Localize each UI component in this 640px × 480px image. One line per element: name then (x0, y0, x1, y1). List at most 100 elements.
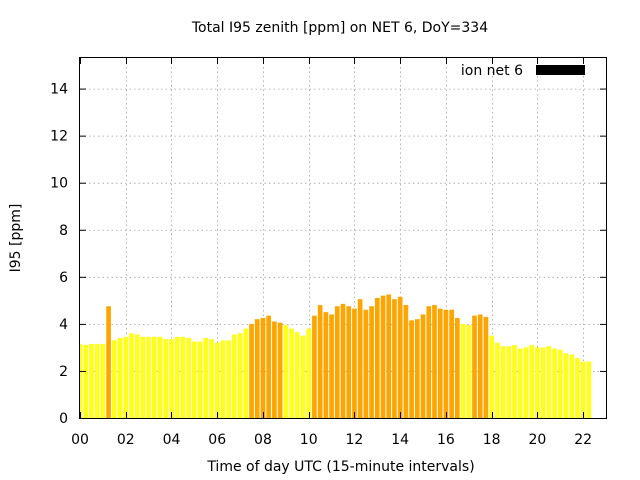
bar (123, 336, 129, 418)
plot-frame (79, 57, 607, 419)
y-tick-labels: 0 2 4 6 8 10 12 14 (50, 82, 68, 427)
bar (294, 332, 300, 418)
bar (80, 343, 83, 418)
bar (563, 353, 569, 418)
bar (100, 343, 106, 418)
x-tick-label: 04 (163, 432, 181, 448)
x-tick-label: 22 (574, 432, 592, 448)
bar (129, 333, 134, 418)
bar (283, 325, 289, 418)
x-tick-label: 12 (346, 432, 364, 448)
bar (89, 343, 94, 418)
bar (569, 354, 575, 418)
bar (432, 305, 437, 418)
bar (186, 338, 191, 418)
legend: ion net 6 (461, 63, 585, 79)
x-tick-label: 18 (483, 432, 501, 448)
bar (306, 328, 312, 418)
x-tick-labels: 00 02 04 06 08 10 12 14 16 18 20 22 (71, 432, 592, 448)
y-tick-label: 10 (50, 176, 68, 192)
x-tick-label: 20 (528, 432, 546, 448)
bar (443, 309, 449, 418)
bar (163, 339, 169, 418)
bar (529, 345, 535, 418)
bar (380, 295, 386, 418)
y-tick-label: 6 (59, 270, 68, 286)
grid (80, 58, 606, 418)
y-tick-label: 2 (59, 364, 68, 380)
x-tick-label: 00 (71, 432, 89, 448)
y-tick-label: 0 (59, 411, 68, 427)
bar (329, 314, 334, 418)
bar (323, 312, 329, 418)
bar (500, 346, 506, 418)
x-axis-label: Time of day UTC (15-minute intervals) (206, 459, 474, 475)
bar (111, 340, 117, 418)
bar (437, 308, 443, 418)
bar (209, 339, 214, 418)
chart-title: Total I95 zenith [ppm] on NET 6, DoY=334 (191, 20, 488, 36)
bar (540, 347, 546, 418)
bar (575, 358, 580, 418)
bar (483, 316, 489, 418)
y-tick-label: 8 (59, 223, 68, 239)
bar (414, 319, 420, 418)
bar (180, 336, 186, 418)
x-tick-label: 08 (254, 432, 272, 448)
bar (232, 334, 237, 418)
bar (106, 306, 111, 418)
bar (243, 328, 249, 418)
bar (312, 315, 317, 418)
bar (420, 314, 426, 418)
bar (363, 309, 369, 418)
bar (386, 294, 392, 418)
x-tick-label: 10 (300, 432, 318, 448)
bar (506, 346, 512, 418)
bar (157, 336, 163, 418)
bar (392, 299, 397, 418)
bar (117, 338, 123, 418)
bar (203, 338, 209, 418)
bar (409, 320, 414, 418)
bar (460, 323, 466, 418)
x-tick-label: 02 (117, 432, 135, 448)
bar (197, 341, 203, 418)
bar (546, 346, 552, 418)
bar (169, 339, 174, 418)
bar (266, 315, 272, 418)
bar (272, 321, 277, 418)
bar (455, 318, 460, 418)
bar (140, 336, 146, 418)
bar (517, 348, 523, 418)
y-tick-label: 14 (50, 82, 68, 98)
bar (357, 299, 363, 418)
bar (449, 309, 454, 418)
bar (226, 340, 231, 418)
bar (317, 305, 323, 418)
bar (477, 314, 483, 418)
bar (174, 336, 180, 418)
bar (369, 306, 374, 418)
y-tick-label: 4 (59, 317, 68, 333)
bar (580, 361, 586, 418)
bar (557, 349, 563, 418)
axis-ticks (80, 58, 606, 419)
legend-swatch (536, 65, 585, 75)
y-axis-label: I95 [ppm] (8, 204, 24, 273)
bar (254, 319, 260, 418)
bar (334, 306, 340, 418)
bar (289, 328, 294, 418)
bar (300, 335, 306, 418)
bar (94, 343, 100, 418)
bar (151, 336, 157, 418)
bar (403, 305, 409, 418)
bar (352, 308, 357, 418)
bar (346, 306, 352, 418)
bar (374, 298, 380, 418)
bar (512, 345, 517, 418)
bar (586, 361, 592, 418)
bar (146, 336, 151, 418)
bar (340, 303, 346, 418)
x-tick-label: 16 (437, 432, 455, 448)
